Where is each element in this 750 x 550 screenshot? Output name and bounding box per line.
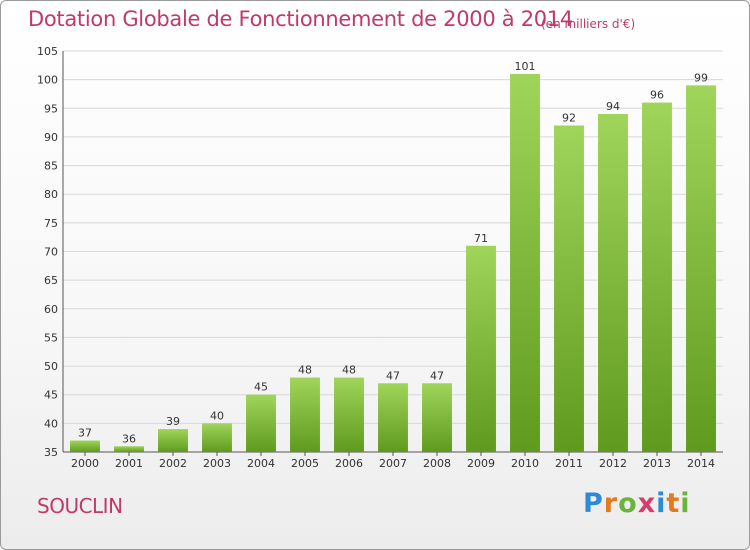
commune-name: SOUCLIN <box>37 494 123 518</box>
bar <box>554 125 584 452</box>
x-tick-label: 2001 <box>115 457 143 470</box>
bar <box>686 85 716 452</box>
proxiti-logo: Proxiti <box>583 488 691 519</box>
bar <box>158 429 188 452</box>
bar <box>422 383 452 452</box>
logo-letter: i <box>656 488 667 519</box>
y-tick-label: 75 <box>44 217 58 230</box>
bar <box>246 394 276 452</box>
y-tick-label: 80 <box>44 188 58 201</box>
x-tick-label: 2003 <box>203 457 231 470</box>
bar <box>290 377 320 452</box>
bar <box>334 377 364 452</box>
data-label: 47 <box>430 369 444 382</box>
y-tick-label: 65 <box>44 274 58 287</box>
logo-letter: x <box>637 488 657 519</box>
y-tick-label: 70 <box>44 246 58 259</box>
y-tick-label: 50 <box>44 360 58 373</box>
bar <box>598 114 628 452</box>
data-label: 96 <box>650 89 664 102</box>
y-tick-label: 95 <box>44 102 58 115</box>
bar <box>466 245 496 452</box>
x-tick-label: 2004 <box>247 457 275 470</box>
y-tick-label: 100 <box>37 74 58 87</box>
chart-title: Dotation Globale de Fonctionnement de 20… <box>28 7 573 31</box>
bar <box>70 440 100 452</box>
logo-letter: i <box>680 488 691 519</box>
bar <box>202 423 232 452</box>
data-label: 48 <box>298 364 312 377</box>
x-tick-label: 2000 <box>71 457 99 470</box>
data-label: 94 <box>606 100 620 113</box>
x-tick-label: 2009 <box>467 457 495 470</box>
y-tick-label: 55 <box>44 331 58 344</box>
data-label: 92 <box>562 111 576 124</box>
x-tick-label: 2008 <box>423 457 451 470</box>
y-tick-label: 40 <box>44 417 58 430</box>
x-tick-label: 2011 <box>555 457 583 470</box>
bar <box>642 102 672 453</box>
x-tick-label: 2012 <box>599 457 627 470</box>
x-tick-label: 2014 <box>687 457 715 470</box>
data-label: 48 <box>342 364 356 377</box>
bar <box>114 446 144 452</box>
logo-letter: o <box>618 488 638 519</box>
y-tick-label: 90 <box>44 131 58 144</box>
data-label: 45 <box>254 381 268 394</box>
x-tick-label: 2013 <box>643 457 671 470</box>
y-tick-label: 105 <box>37 45 58 58</box>
x-tick-label: 2007 <box>379 457 407 470</box>
data-label: 99 <box>694 71 708 84</box>
data-label: 36 <box>122 432 136 445</box>
data-label: 71 <box>474 232 488 245</box>
logo-letter: P <box>583 488 604 519</box>
x-tick-label: 2006 <box>335 457 363 470</box>
data-label: 37 <box>78 427 92 440</box>
chart-subtitle: (en milliers d'€) <box>541 17 636 31</box>
x-tick-label: 2002 <box>159 457 187 470</box>
x-tick-label: 2010 <box>511 457 539 470</box>
bar <box>510 73 540 453</box>
y-tick-label: 35 <box>44 446 58 459</box>
logo-letter: r <box>603 488 619 519</box>
data-label: 101 <box>515 60 536 73</box>
x-tick-label: 2005 <box>291 457 319 470</box>
logo-letter: t <box>666 488 681 519</box>
y-tick-label: 60 <box>44 303 58 316</box>
bar <box>378 383 408 452</box>
data-label: 39 <box>166 415 180 428</box>
data-label: 47 <box>386 369 400 382</box>
data-label: 40 <box>210 409 224 422</box>
y-tick-label: 45 <box>44 389 58 402</box>
y-tick-label: 85 <box>44 160 58 173</box>
